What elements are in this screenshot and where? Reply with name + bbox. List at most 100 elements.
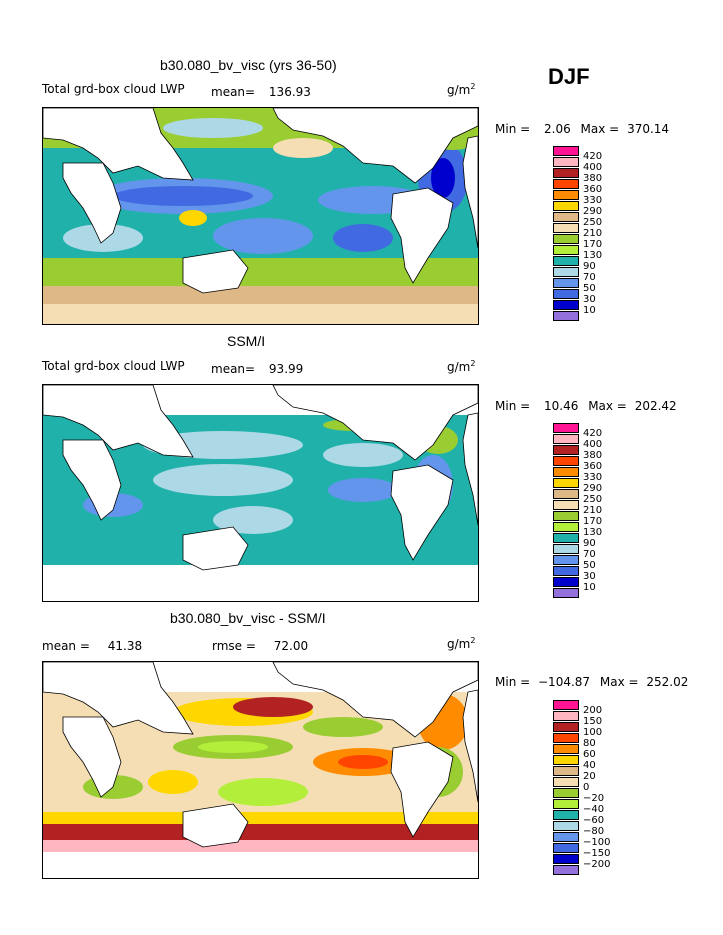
colorbar-label: 0 — [583, 782, 590, 793]
colorbar-label: 100 — [583, 727, 603, 738]
panel1-max-value: 370.14 — [627, 122, 670, 136]
panel1-colorbar: 420 400 380 360 330 290 250 210 170 130 90 70 50 30 10 — [553, 146, 613, 322]
panel1-mean-label: mean= 136.93 — [211, 85, 311, 99]
colorbar-swatch — [553, 311, 579, 321]
colorbar-label: −20 — [583, 793, 605, 804]
colorbar-label: 380 — [583, 450, 603, 461]
panel3-min-label: Min = — [495, 675, 531, 689]
colorbar-label: −60 — [583, 815, 605, 826]
colorbar-swatch — [553, 588, 579, 598]
colorbar-swatch — [553, 533, 579, 543]
colorbar-swatch — [553, 544, 579, 554]
colorbar-swatch — [553, 434, 579, 444]
colorbar-label: 170 — [583, 516, 603, 527]
colorbar-label: 70 — [583, 272, 596, 283]
panel1-max-label: Max = — [580, 122, 620, 136]
colorbar-label: 50 — [583, 560, 596, 571]
panel3-rmse-label: rmse = 72.00 — [212, 639, 308, 653]
colorbar-swatch — [553, 423, 579, 433]
panel1-units: g/m2 — [447, 82, 475, 97]
panel2-map-svg — [43, 385, 478, 601]
colorbar-label: 420 — [583, 151, 603, 162]
colorbar-swatch — [553, 722, 579, 732]
colorbar-label: −40 — [583, 804, 605, 815]
colorbar-label: 290 — [583, 483, 603, 494]
panel2-mean-value: 93.99 — [268, 362, 304, 376]
panel1-map — [42, 107, 479, 325]
panel2-mean-text: mean= — [211, 362, 256, 376]
colorbar-label: −150 — [583, 848, 611, 859]
colorbar-label: 130 — [583, 527, 603, 538]
colorbar-swatch — [553, 854, 579, 864]
colorbar-swatch — [553, 865, 579, 875]
colorbar-label: 210 — [583, 228, 603, 239]
panel1-units-text: g/m — [447, 83, 471, 97]
colorbar-label: −80 — [583, 826, 605, 837]
colorbar-swatch — [553, 300, 579, 310]
panel3-min-value: −104.87 — [538, 675, 591, 689]
colorbar-swatch — [553, 256, 579, 266]
panel2-units: g/m2 — [447, 359, 475, 374]
colorbar-label: 80 — [583, 738, 596, 749]
colorbar-swatch — [553, 832, 579, 842]
panel1-min-label: Min = — [495, 122, 531, 136]
panel3-rmse-text: rmse = — [212, 639, 256, 653]
colorbar-label: 20 — [583, 771, 596, 782]
colorbar-swatch — [553, 212, 579, 222]
colorbar-swatch — [553, 456, 579, 466]
colorbar-label: 360 — [583, 184, 603, 195]
panel3-units-sup: 2 — [470, 636, 476, 645]
colorbar-swatch — [553, 522, 579, 532]
colorbar-label: 420 — [583, 428, 603, 439]
panel2-max-value: 202.42 — [634, 399, 677, 413]
colorbar-label: 150 — [583, 716, 603, 727]
panel2-colorbar: 420 400 380 360 330 290 250 210 170 130 90 70 50 30 10 — [553, 423, 613, 599]
panel3-mean-label: mean = 41.38 — [42, 639, 142, 653]
panel2-min-value: 10.46 — [544, 399, 579, 413]
colorbar-swatch — [553, 511, 579, 521]
colorbar-label: 90 — [583, 261, 596, 272]
panel2-mean-label: mean= 93.99 — [211, 362, 303, 376]
colorbar-swatch — [553, 810, 579, 820]
colorbar-swatch — [553, 489, 579, 499]
panel1-units-sup: 2 — [470, 82, 476, 91]
colorbar-swatch — [553, 201, 579, 211]
colorbar-swatch — [553, 744, 579, 754]
colorbar-swatch — [553, 555, 579, 565]
colorbar-swatch — [553, 711, 579, 721]
colorbar-swatch — [553, 788, 579, 798]
colorbar-swatch — [553, 146, 579, 156]
colorbar-swatch — [553, 566, 579, 576]
panel3-minmax: Min = −104.87 Max = 252.02 — [495, 675, 688, 689]
colorbar-label: 200 — [583, 705, 603, 716]
colorbar-label: 10 — [583, 305, 596, 316]
colorbar-swatch — [553, 234, 579, 244]
panel3-rmse-value: 72.00 — [273, 639, 309, 653]
colorbar-label: 50 — [583, 283, 596, 294]
panel2-field-label: Total grd-box cloud LWP — [42, 359, 185, 373]
panel3-colorbar: 200 150 100 80 60 40 20 0 −20 −40 −60 −80 −100 −150 −2… — [553, 700, 613, 876]
colorbar-label: 30 — [583, 294, 596, 305]
colorbar-swatch — [553, 289, 579, 299]
colorbar-swatch — [553, 777, 579, 787]
colorbar-label: 170 — [583, 239, 603, 250]
panel3-max-value: 252.02 — [646, 675, 689, 689]
colorbar-swatch — [553, 223, 579, 233]
colorbar-swatch — [553, 755, 579, 765]
colorbar-swatch — [553, 700, 579, 710]
colorbar-label: 400 — [583, 162, 603, 173]
colorbar-swatch — [553, 821, 579, 831]
colorbar-swatch — [553, 766, 579, 776]
panel1-mean-text: mean= — [211, 85, 256, 99]
colorbar-swatch — [553, 799, 579, 809]
panel1-title: b30.080_bv_visc (yrs 36-50) — [160, 57, 337, 73]
colorbar-label: 250 — [583, 217, 603, 228]
colorbar-label: 330 — [583, 472, 603, 483]
colorbar-label: 60 — [583, 749, 596, 760]
panel1-map-svg — [43, 108, 478, 324]
colorbar-swatch — [553, 500, 579, 510]
colorbar-swatch — [553, 190, 579, 200]
colorbar-label: 130 — [583, 250, 603, 261]
panel2-map — [42, 384, 479, 602]
panel2-max-label: Max = — [588, 399, 627, 413]
